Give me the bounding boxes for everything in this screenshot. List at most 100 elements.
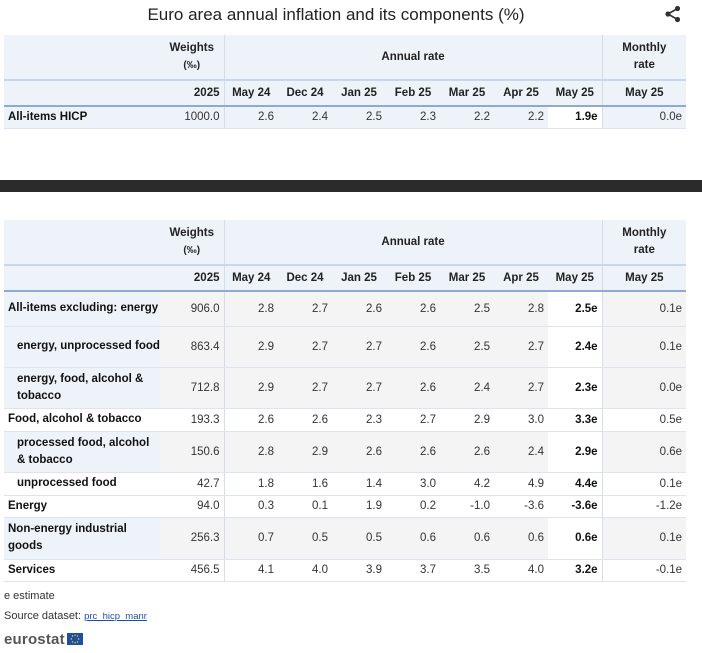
value-cell-latest: 0.6e	[548, 517, 603, 560]
value-cell: 2.9	[224, 326, 278, 368]
table-row: unprocessed food 42.7 1.8 1.6 1.4 3.0 4.2 4.9 4.…	[4, 472, 687, 496]
monthly-cell: 0.1e	[602, 472, 687, 496]
eurostat-logo[interactable]: eurostat	[4, 629, 83, 649]
value-cell: -1.0	[440, 495, 494, 518]
value-cell: 2.8	[224, 290, 278, 327]
row-label: energy, unprocessed food	[4, 326, 160, 368]
value-cell: 4.2	[440, 472, 494, 496]
period-header: Apr 25	[494, 79, 548, 107]
weight-cell: 42.7	[160, 472, 225, 496]
value-cell: 0.6	[440, 517, 494, 560]
period-header: May 24	[224, 264, 278, 292]
value-cell-latest: 2.4e	[548, 326, 603, 368]
value-cell: 2.7	[494, 326, 548, 368]
period-header: Mar 25	[440, 79, 494, 107]
table-row: All-items excluding: energy 906.0 2.8 2.7 2.…	[4, 290, 687, 327]
value-cell: 2.6	[386, 367, 440, 409]
value-cell: 4.0	[494, 559, 548, 582]
table-components: Weights (‰) Annual rate Monthly rate 2025 …	[4, 220, 687, 582]
weight-cell: 150.6	[160, 431, 225, 473]
value-cell: 1.9	[332, 495, 386, 518]
chart-title: Euro area annual inflation and its compo…	[147, 5, 525, 24]
value-cell: 2.8	[494, 290, 548, 327]
value-cell: 2.7	[278, 290, 332, 327]
weight-year-header: 2025	[160, 79, 225, 107]
period-header: Dec 24	[278, 79, 332, 107]
table-row: processed food, alcohol & tobacco 150.6 2.…	[4, 431, 687, 473]
monthly-cell: 0.5e	[602, 408, 687, 432]
source-dataset-link[interactable]: prc_hicp_manr	[84, 611, 147, 622]
period-header: Jan 25	[332, 264, 386, 292]
value-cell: 2.4	[278, 106, 332, 129]
value-cell: 2.6	[440, 431, 494, 473]
monthly-cell: 0.0e	[602, 106, 687, 129]
table-row: Non-energy industrial goods 256.3 0.7 0.5 0.…	[4, 517, 687, 560]
value-cell: 1.6	[278, 472, 332, 496]
value-cell: 1.8	[224, 472, 278, 496]
value-cell-latest: 3.2e	[548, 559, 603, 582]
value-cell: 0.5	[278, 517, 332, 560]
table-row: Services 456.5 4.1 4.0 3.9 3.7 3.5 4.0 3.2e -0.1e	[4, 559, 687, 582]
annual-rate-header: Annual rate	[224, 220, 603, 265]
monthly-cell: 0.6e	[602, 431, 687, 473]
monthly-period-header: May 25	[601, 264, 687, 292]
annual-rate-header: Annual rate	[224, 35, 603, 80]
value-cell: 0.1	[278, 495, 332, 518]
monthly-cell: 0.1e	[602, 517, 687, 560]
weight-cell: 906.0	[160, 290, 225, 327]
value-cell: 2.9	[278, 431, 332, 473]
value-cell: -3.6	[494, 495, 548, 518]
weight-cell: 94.0	[160, 495, 225, 518]
weight-cell: 456.5	[160, 559, 225, 582]
period-header: Jan 25	[332, 79, 386, 107]
value-cell: 2.6	[224, 408, 278, 432]
share-icon[interactable]	[664, 5, 682, 23]
source-line: Source dataset: prc_hicp_manr	[4, 610, 147, 622]
table-row: All-items HICP 1000.0 2.6 2.4 2.5 2.3 2.…	[4, 106, 687, 129]
value-cell: 2.6	[386, 290, 440, 327]
period-header: Dec 24	[278, 264, 332, 292]
monthly-cell: -1.2e	[602, 495, 687, 518]
value-cell-latest: -3.6e	[548, 495, 603, 518]
row-label: unprocessed food	[4, 472, 160, 496]
row-label: All-items HICP	[4, 106, 160, 129]
value-cell: 2.4	[494, 431, 548, 473]
section-divider	[0, 180, 702, 192]
value-cell-latest: 4.4e	[548, 472, 603, 496]
value-cell: 2.7	[494, 367, 548, 409]
value-cell: 0.5	[332, 517, 386, 560]
table-row: energy, unprocessed food 863.4 2.9 2.7 2.7 2.…	[4, 326, 687, 368]
value-cell-latest: 2.5e	[548, 290, 603, 327]
monthly-period-header: May 25	[601, 79, 687, 107]
components-body: All-items excluding: energy 906.0 2.8 2.7 2.…	[4, 290, 687, 582]
value-cell-latest: 3.3e	[548, 408, 603, 432]
row-label: energy, food, alcohol & tobacco	[4, 367, 160, 409]
value-cell: 2.6	[278, 408, 332, 432]
value-cell: 3.0	[494, 408, 548, 432]
value-cell: 2.7	[332, 326, 386, 368]
value-cell: 2.7	[278, 367, 332, 409]
weight-year-header: 2025	[160, 264, 225, 292]
value-cell: 2.8	[224, 431, 278, 473]
value-cell-latest: 2.3e	[548, 367, 603, 409]
period-header: Mar 25	[440, 264, 494, 292]
value-cell: 2.7	[386, 408, 440, 432]
weight-cell: 256.3	[160, 517, 225, 560]
value-cell: 2.2	[494, 106, 548, 129]
monthly-rate-header: Monthly rate	[601, 35, 687, 80]
value-cell: 2.9	[224, 367, 278, 409]
value-cell: 2.9	[440, 408, 494, 432]
row-label: processed food, alcohol & tobacco	[4, 431, 160, 473]
value-cell: 4.0	[278, 559, 332, 582]
period-header: Feb 25	[386, 79, 440, 107]
period-header: Feb 25	[386, 264, 440, 292]
table-row: Food, alcohol & tobacco 193.3 2.6 2.6 2.3 2.7…	[4, 408, 687, 432]
value-cell: 2.6	[386, 326, 440, 368]
eu-flag-icon	[66, 633, 83, 645]
header-empty	[4, 35, 160, 80]
value-cell: 3.0	[386, 472, 440, 496]
value-cell: 0.6	[386, 517, 440, 560]
weight-cell: 863.4	[160, 326, 225, 368]
period-header: May 24	[224, 79, 278, 107]
monthly-cell: -0.1e	[602, 559, 687, 582]
